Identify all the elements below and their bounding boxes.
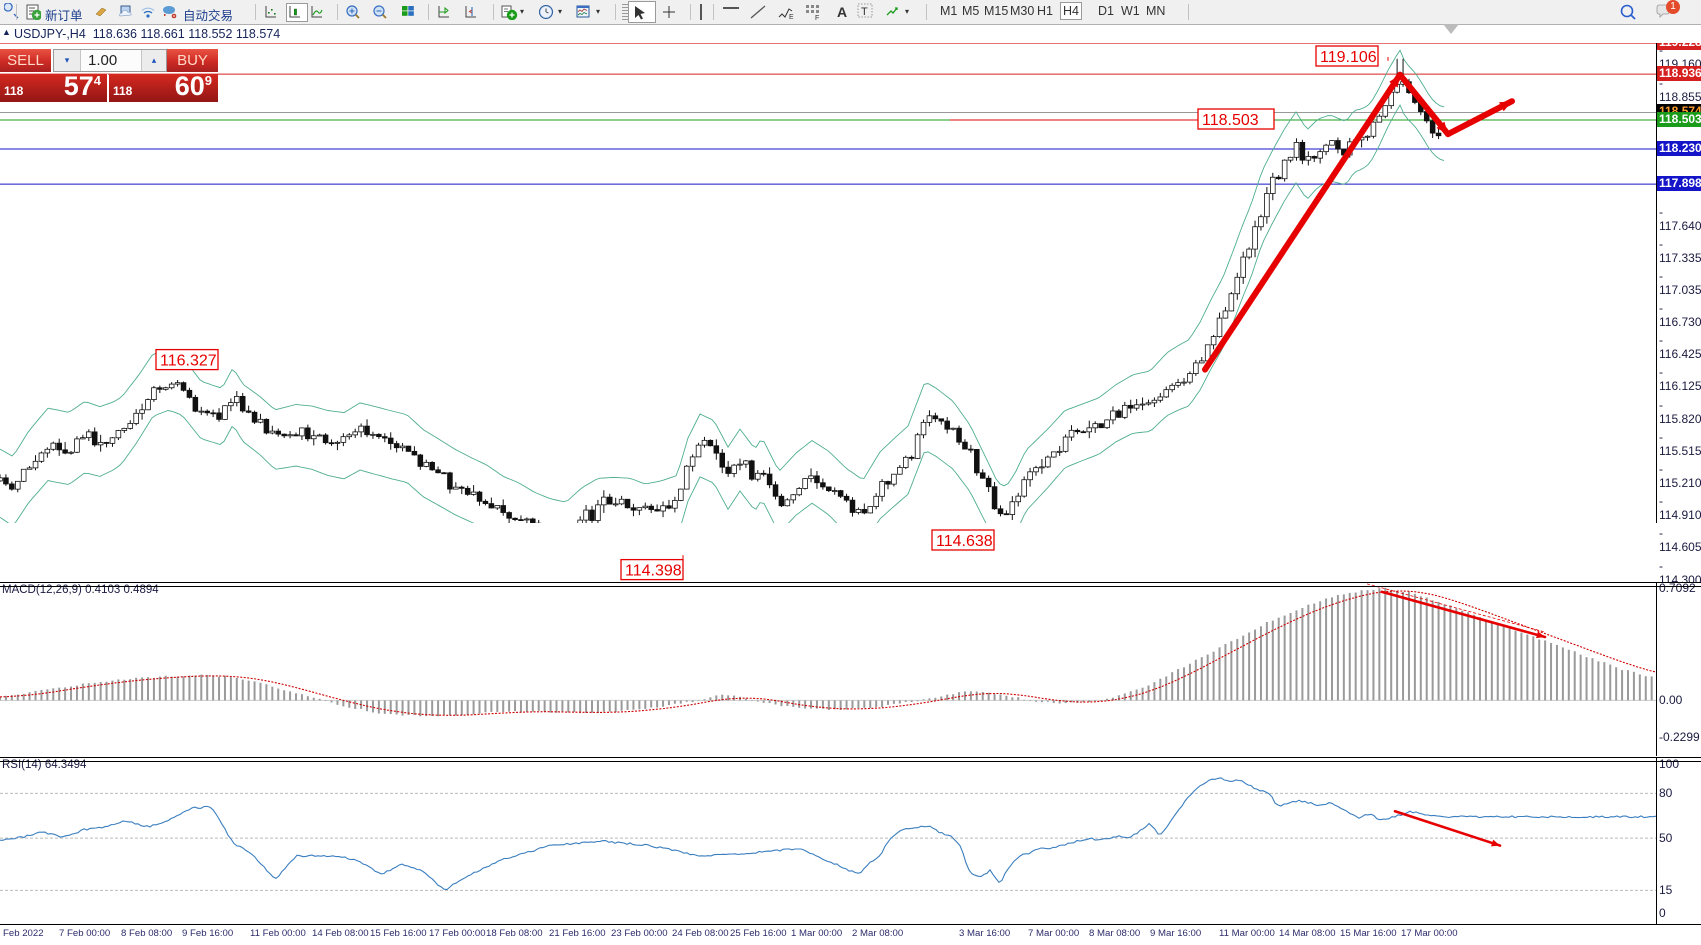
svg-text:116.327: 116.327 <box>160 353 217 370</box>
svg-text:114.638: 114.638 <box>936 533 993 550</box>
svg-text:114.398: 114.398 <box>625 563 682 580</box>
svg-text:A: A <box>837 4 847 20</box>
svg-text:F: F <box>815 15 819 20</box>
svg-text:118.503: 118.503 <box>1202 112 1259 129</box>
svg-text:119.106: 119.106 <box>1320 49 1377 66</box>
svg-text:T: T <box>861 6 868 18</box>
svg-text:E: E <box>789 14 794 21</box>
